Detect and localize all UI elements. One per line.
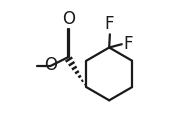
Text: F: F [123, 35, 132, 53]
Text: O: O [62, 10, 75, 28]
Text: O: O [44, 56, 57, 74]
Text: F: F [104, 15, 114, 33]
